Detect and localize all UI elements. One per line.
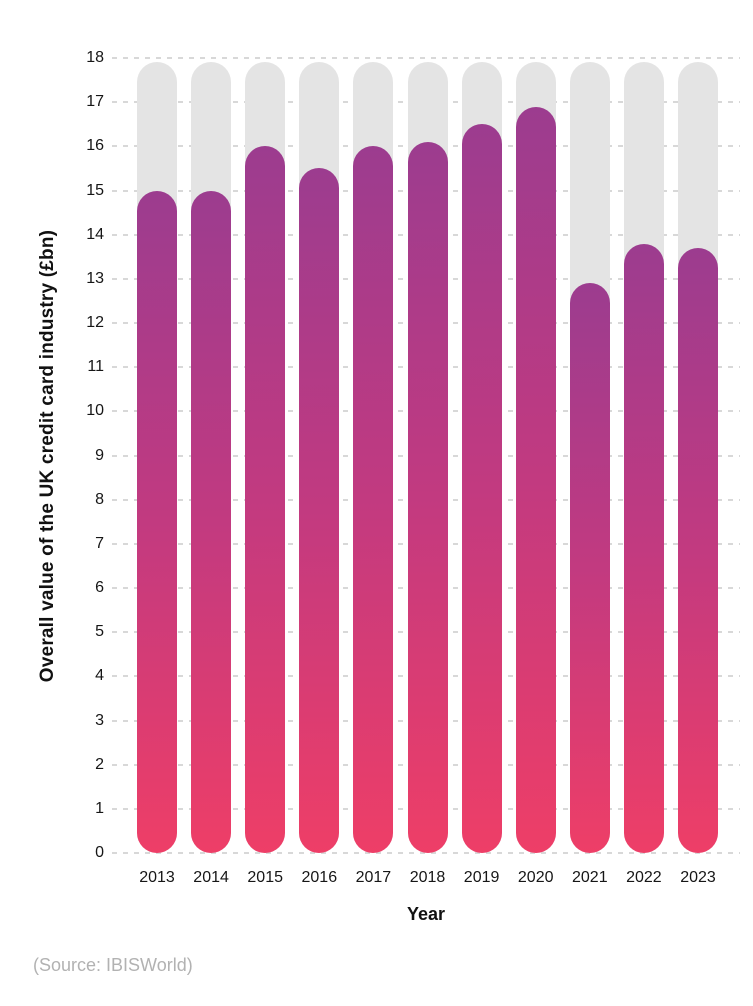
y-tick-label-7: 7 [95, 534, 104, 552]
bar-2021 [569, 283, 610, 853]
x-axis-tick-labels: 2013 2014 2015 2016 2017 2018 2019 2020 2021 2022… [112, 869, 740, 893]
bar-2023 [678, 247, 718, 853]
y-tick-label-3: 3 [95, 711, 104, 729]
bar-2018 [407, 141, 448, 853]
gridline-0 [112, 852, 740, 854]
y-tick-label-6: 6 [95, 579, 104, 596]
gridline-18 [112, 57, 740, 59]
bar-2015 [245, 146, 286, 853]
y-tick-label-4: 4 [95, 667, 104, 685]
x-tick-label-2019: 2019 [463, 869, 500, 886]
y-tick-label-10: 10 [86, 402, 104, 420]
y-tick-label-2: 2 [95, 755, 104, 773]
y-tick-label-18: 18 [86, 49, 104, 66]
bar-2022 [623, 243, 664, 853]
y-tick-label-0: 0 [95, 844, 104, 861]
bar-2020 [515, 106, 556, 853]
y-tick-label-15: 15 [86, 181, 104, 199]
x-tick-label-2020: 2020 [517, 869, 554, 886]
x-axis-title: Year [406, 904, 446, 924]
x-tick-label-2022: 2022 [626, 869, 662, 886]
y-tick-label-8: 8 [95, 490, 104, 508]
x-tick-label-2016: 2016 [301, 869, 338, 886]
x-tick-label-2015: 2015 [247, 869, 283, 886]
x-tick-label-2018: 2018 [409, 869, 446, 886]
y-tick-label-9: 9 [95, 446, 104, 464]
x-tick-label-2013: 2013 [139, 869, 175, 886]
bar-2019 [461, 124, 502, 853]
y-tick-label-11: 11 [87, 358, 104, 376]
bar-2016 [299, 168, 340, 853]
bar-2017 [353, 146, 394, 853]
y-tick-label-12: 12 [86, 314, 104, 331]
y-axis-tick-labels: 0 1 2 3 4 5 6 7 8 9 10 11 12 13 14 15 16 17 18 [0, 49, 104, 861]
bar-2013 [137, 190, 177, 853]
y-tick-label-13: 13 [86, 269, 104, 287]
x-tick-label-2023: 2023 [680, 869, 716, 886]
y-tick-label-16: 16 [86, 137, 104, 155]
y-tick-label-1: 1 [95, 799, 104, 817]
bar-2014 [191, 190, 232, 853]
y-tick-label-17: 17 [86, 93, 104, 111]
y-tick-label-5: 5 [95, 623, 104, 641]
x-tick-label-2014: 2014 [193, 869, 229, 886]
x-tick-label-2017: 2017 [355, 869, 392, 886]
y-tick-label-14: 14 [86, 225, 104, 243]
source-note: (Source: IBISWorld) [33, 955, 193, 975]
plot-area [112, 57, 740, 854]
x-tick-label-2021: 2021 [572, 869, 608, 886]
